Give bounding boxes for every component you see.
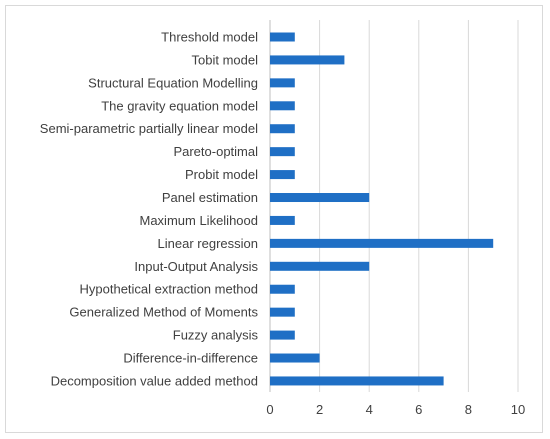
- category-label: Panel estimation: [162, 190, 258, 205]
- category-label: Linear regression: [158, 236, 258, 251]
- bar: [270, 78, 295, 88]
- category-label: Tobit model: [192, 52, 259, 67]
- category-label: Maximum Likelihood: [140, 213, 259, 228]
- bar: [270, 193, 370, 203]
- chart-frame: Threshold model Tobit model Structural Equ…: [5, 5, 543, 433]
- x-axis-ticks: 0 2 4 6 8 10: [266, 402, 525, 417]
- x-tick-label: 6: [415, 402, 422, 417]
- category-label: The gravity equation model: [101, 98, 258, 113]
- x-tick-label: 8: [465, 402, 472, 417]
- bar: [270, 238, 494, 248]
- horizontal-bar-chart: Threshold model Tobit model Structural Equ…: [40, 20, 525, 417]
- category-label: Difference-in-difference: [123, 351, 258, 366]
- category-label: Probit model: [185, 167, 258, 182]
- bar: [270, 330, 295, 340]
- bar: [270, 147, 295, 157]
- category-label: Hypothetical extraction method: [80, 282, 258, 297]
- bar: [270, 101, 295, 111]
- bar: [270, 307, 295, 317]
- x-tick-label: 2: [316, 402, 323, 417]
- category-label: Structural Equation Modelling: [88, 75, 258, 90]
- bar: [270, 284, 295, 294]
- bar: [270, 215, 295, 225]
- category-label: Generalized Method of Moments: [69, 305, 258, 320]
- bar: [270, 376, 444, 386]
- bar: [270, 353, 320, 363]
- x-tick-label: 4: [366, 402, 373, 417]
- x-tick-label: 0: [266, 402, 273, 417]
- bar: [270, 170, 295, 180]
- category-label: Input-Output Analysis: [134, 259, 258, 274]
- bar: [270, 261, 370, 271]
- bar: [270, 124, 295, 134]
- category-label: Threshold model: [161, 30, 258, 45]
- category-label: Pareto-optimal: [173, 144, 258, 159]
- x-tick-label: 10: [511, 402, 525, 417]
- bar: [270, 32, 295, 42]
- category-label: Fuzzy analysis: [173, 328, 259, 343]
- category-label: Decomposition value added method: [51, 373, 258, 388]
- category-labels: Threshold model Tobit model Structural Equ…: [40, 30, 259, 389]
- bars: [270, 32, 494, 386]
- gridlines: [269, 20, 519, 392]
- bar: [270, 55, 345, 65]
- category-label: Semi-parametric partially linear model: [40, 121, 258, 136]
